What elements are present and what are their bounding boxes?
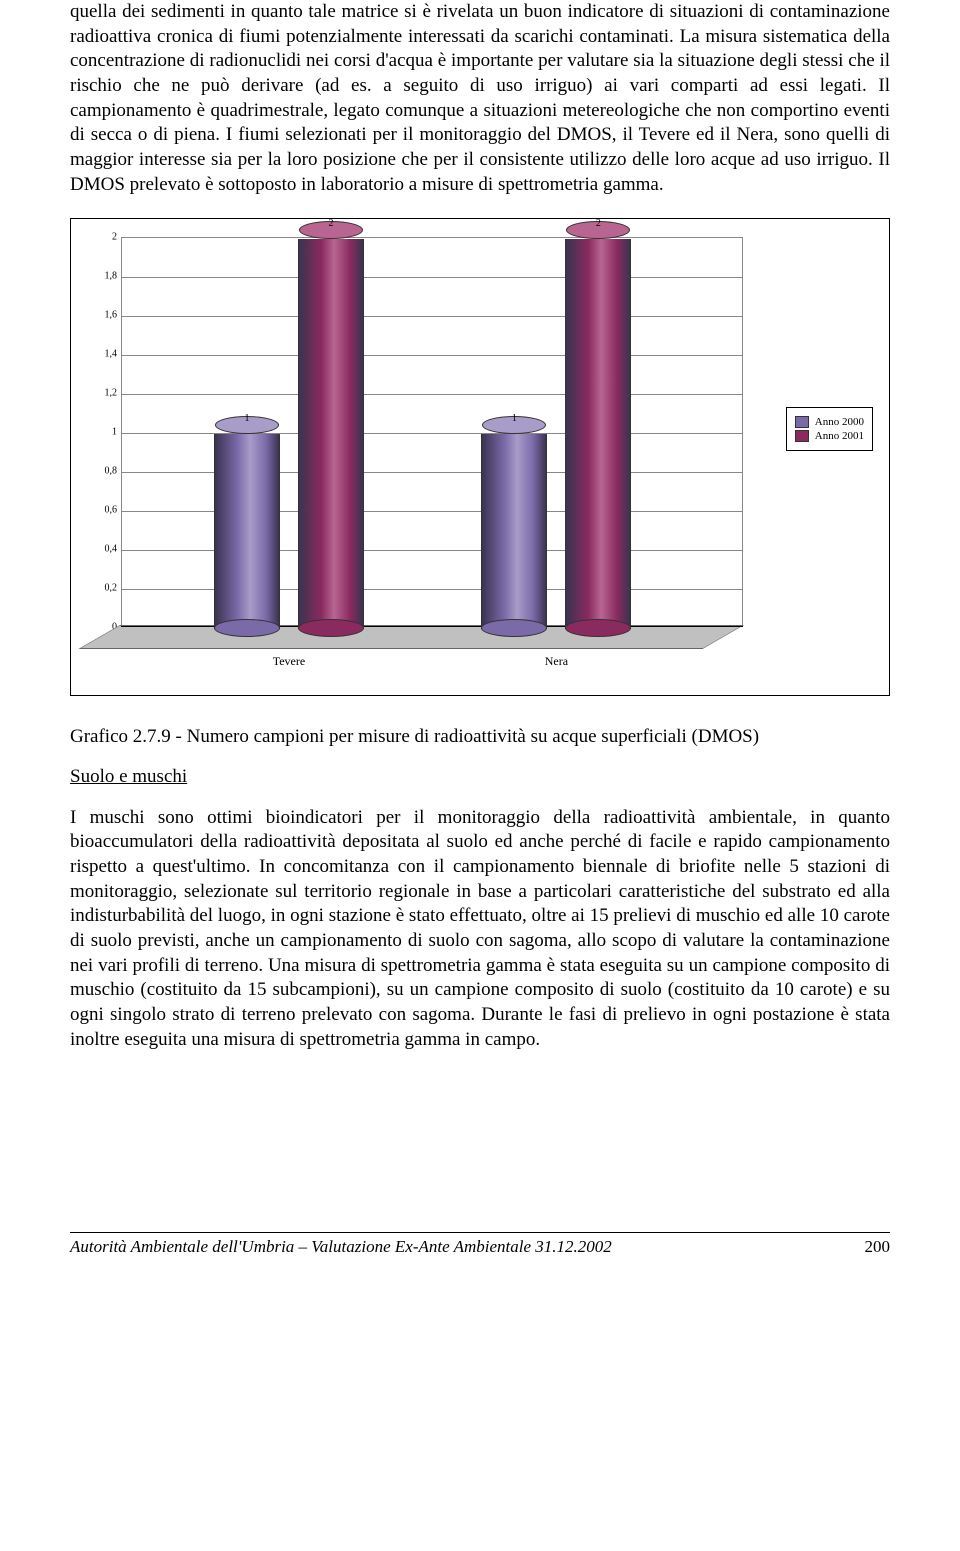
bar-value-label: 1: [244, 413, 249, 424]
x-category-label: Nera: [545, 654, 568, 669]
bar-value-label: 1: [512, 413, 517, 424]
chart-container: 00,20,40,60,811,21,41,61,82 12Tevere12Ne…: [70, 218, 890, 696]
bar-cylinder: 1: [481, 426, 547, 637]
footer-text: Autorità Ambientale dell'Umbria – Valuta…: [70, 1237, 612, 1257]
bar-value-label: 2: [596, 218, 601, 229]
gridline: [122, 277, 742, 278]
legend-label: Anno 2001: [815, 430, 864, 442]
y-tick-label: 0,6: [89, 504, 117, 515]
gridline: [122, 316, 742, 317]
legend-item: Anno 2001: [795, 430, 864, 442]
chart-plot: 00,20,40,60,811,21,41,61,82 12Tevere12Ne…: [87, 237, 873, 677]
y-tick-label: 1: [89, 426, 117, 437]
y-tick-label: 2: [89, 231, 117, 242]
page-footer: Autorità Ambientale dell'Umbria – Valuta…: [70, 1232, 890, 1257]
chart-caption: Grafico 2.7.9 - Numero campioni per misu…: [70, 726, 890, 748]
legend-swatch-icon: [795, 416, 809, 428]
section-heading: Suolo e muschi: [70, 766, 890, 788]
y-tick-label: 0,4: [89, 543, 117, 554]
y-tick-label: 1,2: [89, 387, 117, 398]
legend-label: Anno 2000: [815, 416, 864, 428]
y-tick-label: 0,8: [89, 465, 117, 476]
bar-cylinder: 2: [298, 231, 364, 637]
chart-floor: [78, 625, 744, 649]
bar-value-label: 2: [328, 218, 333, 229]
paragraph-2: I muschi sono ottimi bioindicatori per i…: [70, 806, 890, 1053]
legend-item: Anno 2000: [795, 416, 864, 428]
y-tick-label: 1,8: [89, 270, 117, 281]
legend-swatch-icon: [795, 430, 809, 442]
legend: Anno 2000 Anno 2001: [786, 407, 873, 451]
y-tick-label: 1,4: [89, 348, 117, 359]
page-number: 200: [865, 1237, 891, 1257]
gridline: [122, 394, 742, 395]
bar-cylinder: 2: [565, 231, 631, 637]
x-category-label: Tevere: [273, 654, 305, 669]
y-axis: 00,20,40,60,811,21,41,61,82: [89, 237, 117, 627]
plot-area: 12Tevere12Nera: [121, 237, 743, 627]
y-tick-label: 1,6: [89, 309, 117, 320]
gridline: [122, 355, 742, 356]
bar-cylinder: 1: [214, 426, 280, 637]
paragraph-1: quella dei sedimenti in quanto tale matr…: [70, 0, 890, 198]
y-tick-label: 0,2: [89, 582, 117, 593]
